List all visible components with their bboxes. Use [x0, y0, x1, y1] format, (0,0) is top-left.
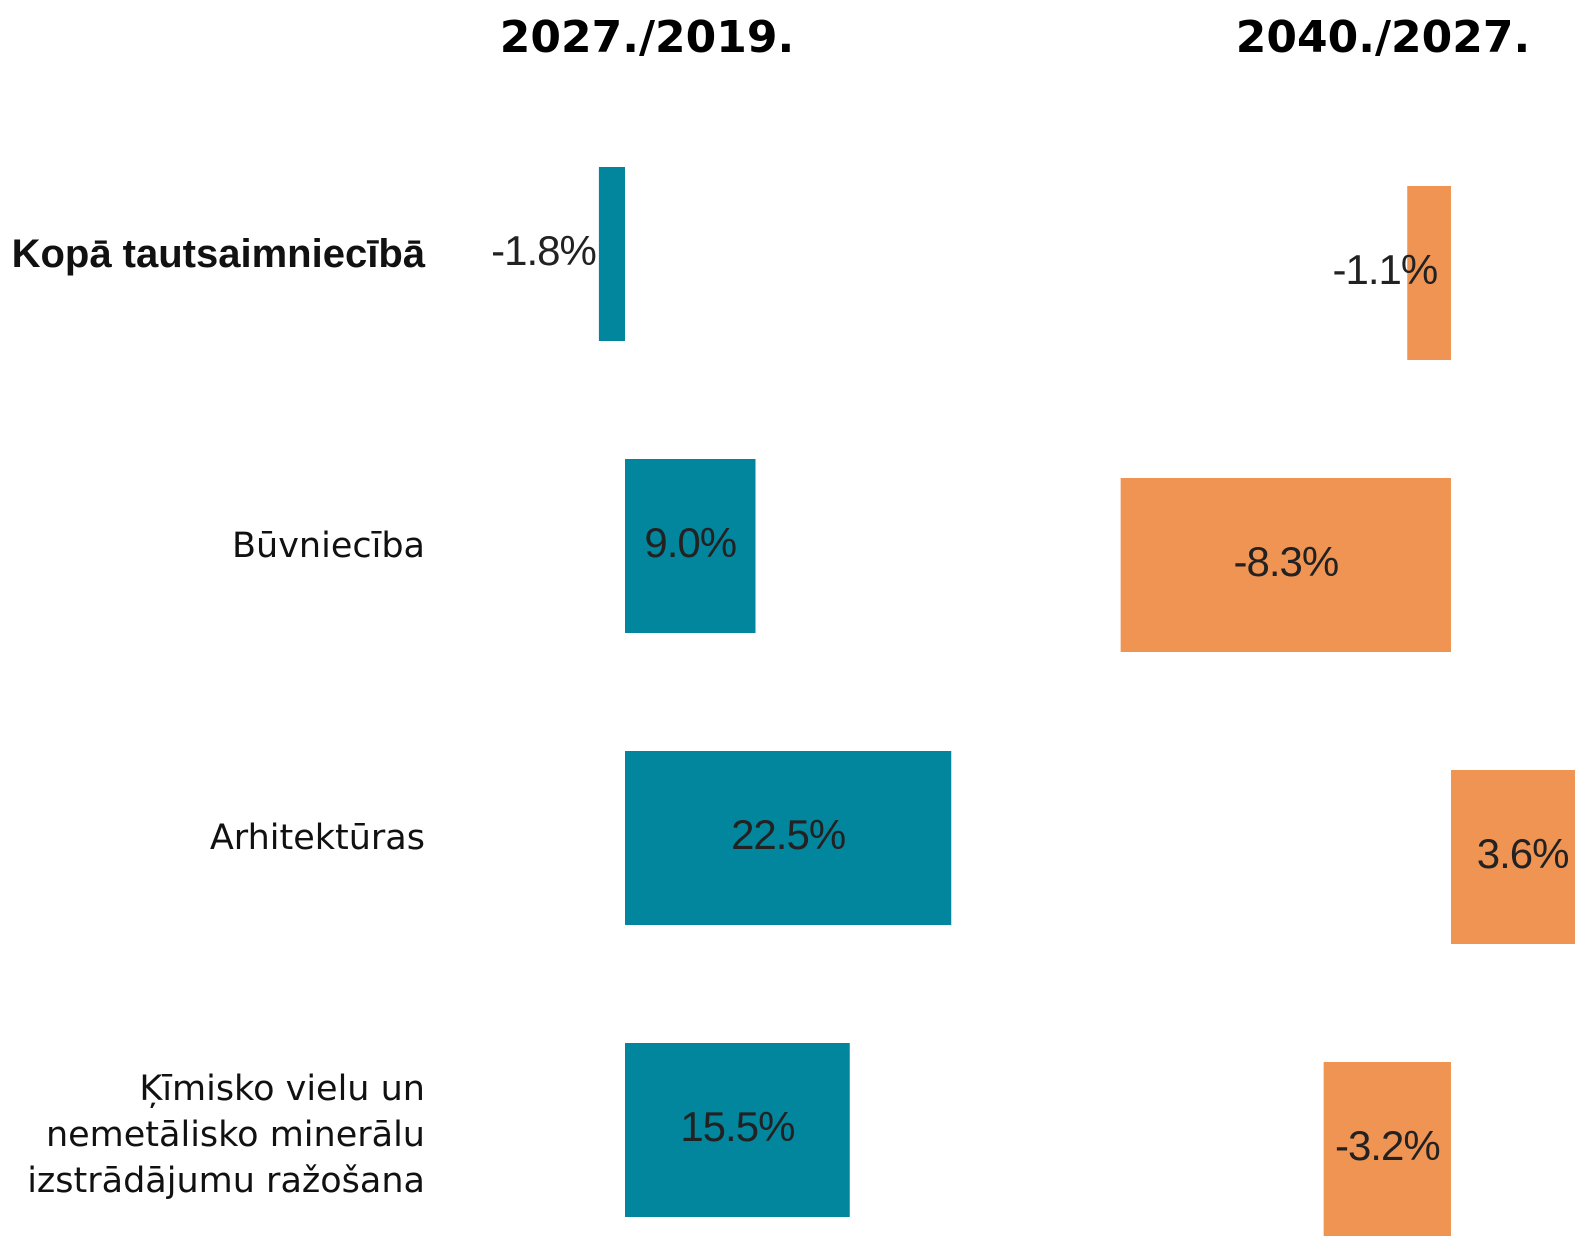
- panel-title: 2027./2019.: [500, 12, 794, 63]
- bar: [625, 459, 756, 633]
- value-label: -1.1%: [1333, 246, 1438, 293]
- category-label: Ķīmisko vielu un nemetālisko minerālu iz…: [27, 1069, 425, 1201]
- category-label-box: Ķīmisko vielu un nemetālisko minerālu iz…: [27, 1069, 425, 1201]
- category-label-box: Arhitektūras: [209, 818, 425, 858]
- value-label: -1.8%: [491, 227, 596, 274]
- value-label: 22.5%: [731, 811, 845, 858]
- bar: [625, 751, 952, 925]
- value-label: -3.2%: [1335, 1122, 1440, 1169]
- panel-title: 2040./2027.: [1236, 12, 1530, 63]
- value-label: 3.6%: [1477, 830, 1569, 877]
- category-label: Kopā tautsaimniecībā: [11, 232, 425, 276]
- category-label-box: Būvniecība: [232, 526, 425, 566]
- bar: [1120, 478, 1451, 652]
- value-label: -8.3%: [1233, 538, 1338, 585]
- bar: [1407, 186, 1451, 360]
- bar: [1451, 770, 1575, 944]
- bar: [598, 167, 625, 341]
- category-label-box: Kopā tautsaimniecībā: [11, 232, 425, 276]
- value-label: 9.0%: [644, 519, 736, 566]
- bar: [625, 1043, 850, 1217]
- value-label: 15.5%: [680, 1103, 794, 1150]
- category-label: Būvniecība: [232, 526, 425, 566]
- bar: [1323, 1062, 1451, 1236]
- category-label: Arhitektūras: [209, 818, 425, 858]
